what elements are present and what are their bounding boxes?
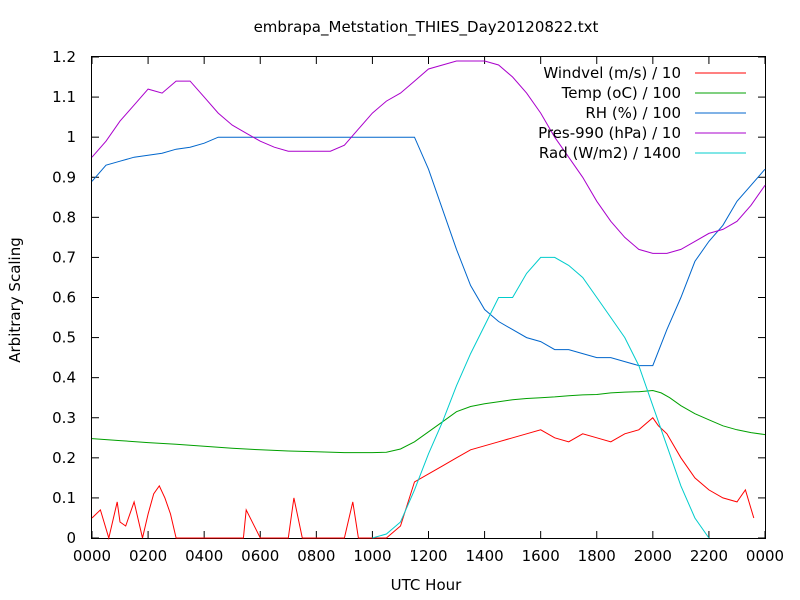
series-line [91,389,766,454]
x-tick-label: 0600 [241,547,279,565]
x-tick-label: 1400 [465,547,503,565]
x-axis-label: UTC Hour [391,576,462,594]
series-line [91,136,766,367]
x-tick-label: 0000 [73,547,111,565]
x-tick-label: 0800 [297,547,335,565]
x-tick-label: 1000 [353,547,391,565]
y-tick-label: 0.7 [52,248,76,266]
chart-title: embrapa_Metstation_THIES_Day20120822.txt [254,18,599,37]
x-tick-label: 1600 [522,547,560,565]
legend: Windvel (m/s) / 10 Temp (oC) / 100 RH (%) … [538,64,746,162]
legend-label: Windvel (m/s) / 10 [543,64,681,82]
legend-label: Pres-990 (hPa) / 10 [538,124,681,142]
x-tick-label: 0000 [746,547,784,565]
y-tick-label: 1 [66,128,76,146]
plot-frame [91,56,766,539]
x-tick-label: 2200 [690,547,728,565]
legend-label: Temp (oC) / 100 [561,84,681,102]
y-tick-label: 1.2 [52,48,76,66]
x-tick-label: 0400 [185,547,223,565]
x-tick-label: 1200 [409,547,447,565]
axis-ticks: 0000 0200 0400 0600 0800 1000 1200 1400 1600 1800… [52,48,784,565]
y-tick-label: 1.1 [52,88,76,106]
y-tick-label: 0.6 [52,289,76,307]
series-line [372,256,710,539]
y-tick-label: 0.2 [52,449,76,467]
legend-label: Rad (W/m2) / 1400 [539,144,681,162]
x-tick-label: 2000 [634,547,672,565]
legend-label: RH (%) / 100 [585,104,681,122]
y-tick-label: 0.5 [52,329,76,347]
y-tick-label: 0.8 [52,208,76,226]
x-tick-label: 0200 [129,547,167,565]
series-group [91,60,766,540]
y-tick-label: 0.4 [52,369,76,387]
series-line [91,60,766,254]
y-tick-label: 0.1 [52,489,76,507]
y-tick-label: 0.9 [52,168,76,186]
y-tick-label: 0.3 [52,409,76,427]
y-tick-label: 0 [66,529,76,547]
x-tick-label: 1800 [578,547,616,565]
y-axis-label: Arbitrary Scaling [6,237,24,363]
